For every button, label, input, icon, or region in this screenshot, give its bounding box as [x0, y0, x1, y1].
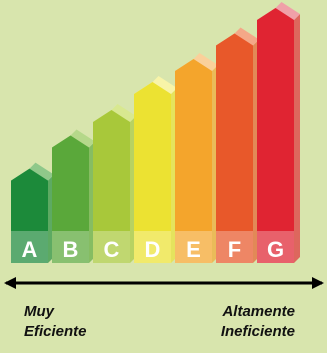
energy-bar-reflection — [134, 231, 171, 263]
energy-bar-reflection — [11, 231, 48, 263]
energy-bar-reflection — [52, 231, 89, 263]
energy-bar-face — [93, 110, 130, 263]
energy-bar-letter-f: F — [228, 237, 241, 262]
energy-bar-face — [52, 135, 89, 263]
energy-bar-reflection — [216, 231, 253, 263]
energy-bar-letter-e: E — [186, 237, 201, 262]
most-efficient-label: Muy Eficiente — [24, 302, 87, 342]
energy-bar-b: B — [52, 129, 95, 263]
energy-bar-f: F — [216, 27, 259, 263]
energy-bar-side — [294, 14, 300, 263]
energy-bar-face — [11, 168, 48, 263]
energy-bar-face — [175, 59, 212, 263]
energy-bar-d: D — [134, 75, 177, 263]
energy-bar-letter-b: B — [63, 237, 79, 262]
least-efficient-label: Altamente Ineficiente — [221, 302, 295, 342]
energy-bar-c: C — [93, 104, 136, 263]
energy-bar-letter-c: C — [104, 237, 120, 262]
least-efficient-label-line2: Ineficiente — [220, 323, 295, 340]
least-efficient-label-line1: Altamente — [222, 303, 295, 320]
energy-bar-e: E — [175, 53, 218, 263]
energy-bar-reflection — [93, 231, 130, 263]
energy-bar-a: A — [11, 162, 54, 263]
energy-bar-g: G — [257, 2, 300, 263]
energy-bar-letter-a: A — [22, 237, 38, 262]
energy-bar-reflection — [175, 231, 212, 263]
energy-bar-reflection — [257, 231, 294, 263]
most-efficient-label-line1: Muy — [24, 303, 54, 320]
energy-bar-letter-d: D — [145, 237, 161, 262]
energy-bar-face — [134, 81, 171, 263]
energy-bar-letter-g: G — [267, 237, 284, 262]
energy-bar-face — [257, 8, 294, 263]
most-efficient-label-line2: Eficiente — [24, 323, 87, 340]
energy-bar-face — [216, 33, 253, 263]
